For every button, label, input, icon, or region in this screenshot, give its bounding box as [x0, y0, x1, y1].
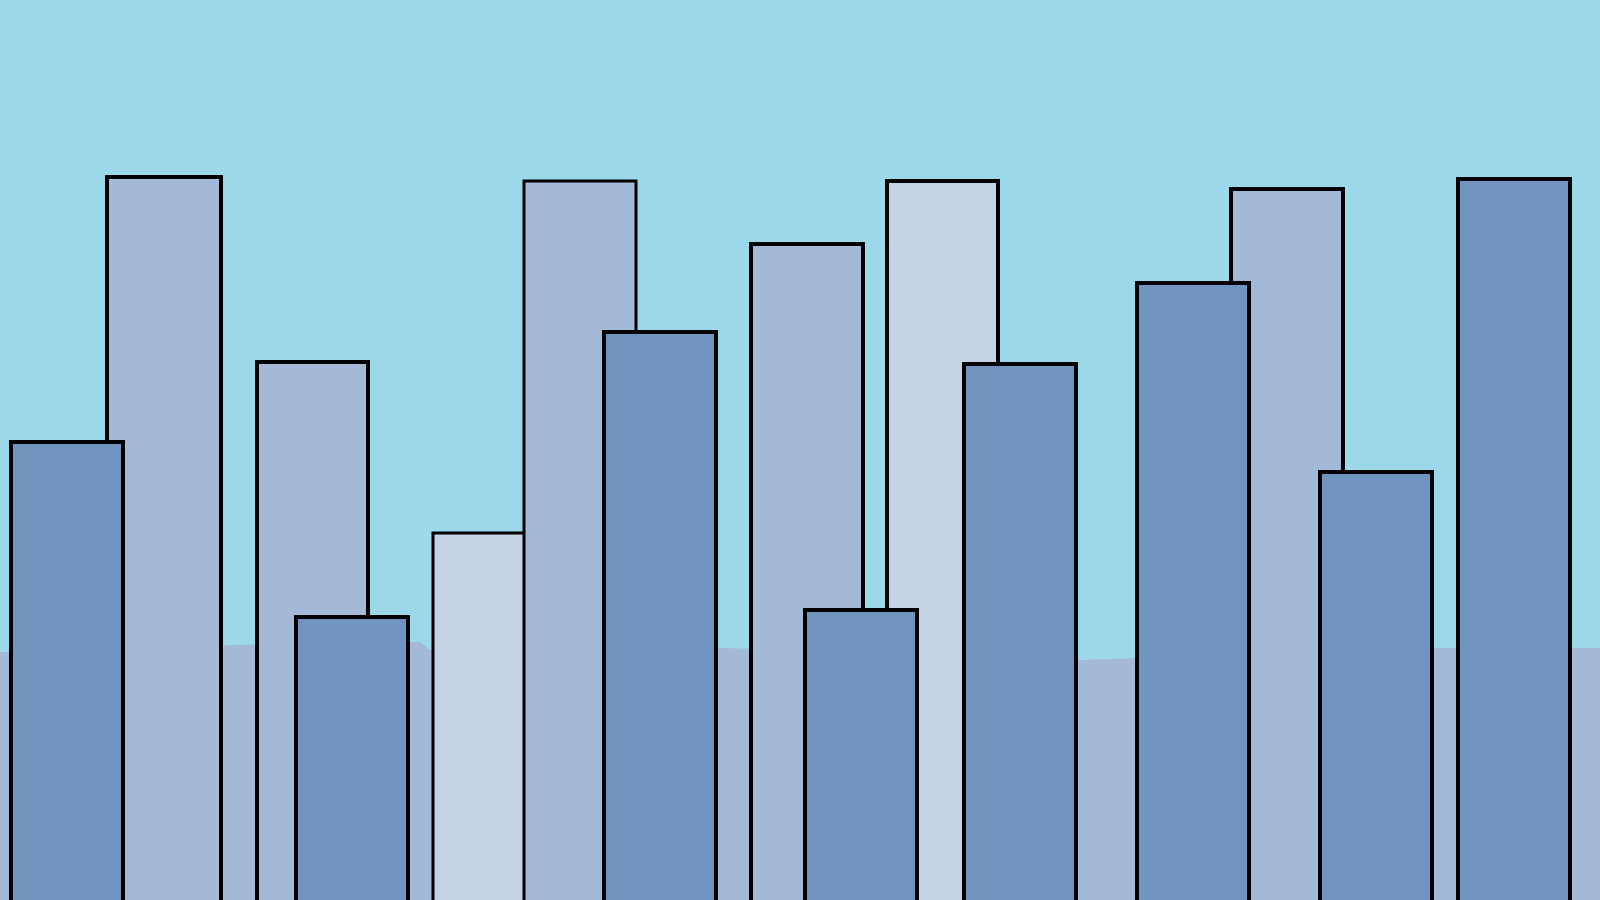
building-front-2 [294, 615, 410, 900]
building-back-1 [105, 175, 223, 900]
building-front-4 [803, 608, 919, 900]
building-front-6 [1135, 281, 1251, 900]
building-front-8 [1456, 177, 1572, 900]
building-front-3 [602, 330, 718, 900]
building-front-1 [9, 440, 125, 900]
building-front-7 [1318, 470, 1434, 900]
building-front-5 [962, 362, 1078, 900]
building-back-3 [431, 531, 535, 900]
